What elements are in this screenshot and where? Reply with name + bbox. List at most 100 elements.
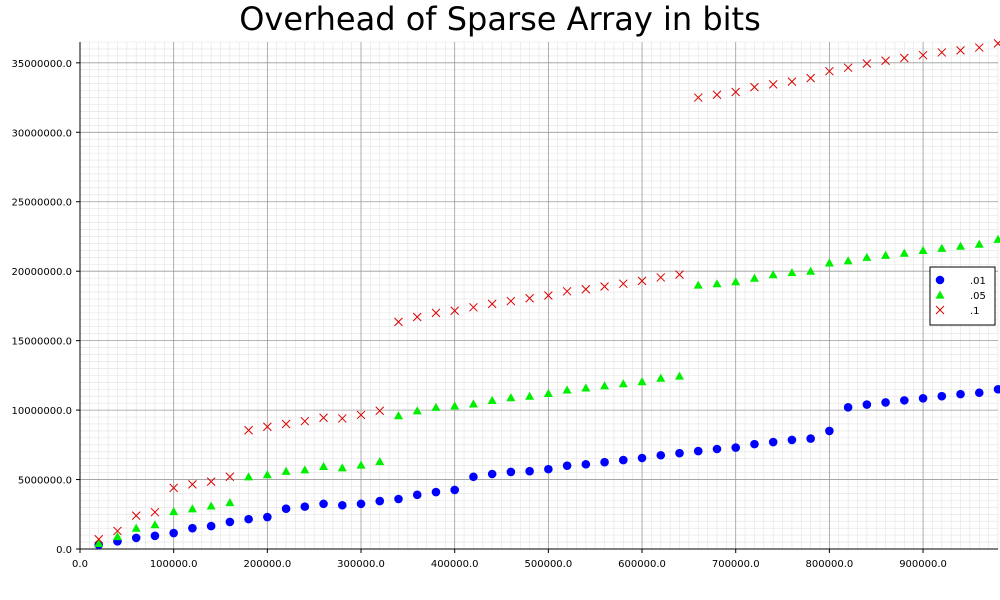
data-point-series-1 [112, 531, 122, 541]
data-point-series-1 [675, 371, 685, 380]
data-point-series-1 [918, 245, 928, 254]
x-tick-label: 400000.0 [431, 559, 479, 570]
data-point-series-1 [94, 538, 104, 548]
data-point-series-1 [187, 504, 197, 513]
data-point-series-1 [487, 395, 497, 404]
data-point-series-2 [525, 293, 534, 303]
data-point-series-1 [806, 266, 816, 275]
y-tick-label: 35000000.0 [12, 59, 72, 70]
data-point-series-2 [806, 73, 816, 83]
data-point-series-2 [825, 66, 834, 76]
data-point-series-2 [300, 416, 310, 426]
x-axis-ticks: 0.0 100000.0 200000.0 300000.0 400000.0 50000… [72, 559, 947, 570]
y-tick-label: 30000000.0 [12, 128, 72, 139]
data-point-series-1 [300, 465, 310, 474]
data-point-series-2 [956, 45, 965, 55]
data-point-series-2 [150, 507, 160, 517]
data-point-series-0 [225, 517, 235, 527]
data-point-series-1 [731, 277, 741, 286]
data-point-series-1 [319, 461, 329, 470]
data-point-series-1 [974, 239, 984, 248]
data-point-series-1 [431, 402, 441, 411]
data-point-series-1 [225, 497, 235, 507]
y-tick-label: 5000000.0 [18, 476, 72, 487]
data-point-series-2 [431, 308, 441, 318]
data-point-series-1 [393, 411, 403, 420]
data-point-series-0 [600, 457, 609, 467]
data-point-series-2 [750, 82, 759, 92]
data-point-series-2 [600, 282, 609, 291]
data-point-series-2 [469, 302, 478, 312]
data-point-series-0 [544, 464, 553, 474]
legend-label: .01 [970, 276, 986, 287]
data-point-series-0 [787, 435, 797, 445]
data-point-series-1 [881, 250, 891, 259]
data-point-series-1 [525, 391, 535, 400]
data-point-series-0 [825, 426, 834, 436]
data-point-series-0 [375, 496, 385, 506]
data-point-series-2 [319, 413, 328, 423]
data-point-series-1 [581, 383, 591, 392]
data-point-series-1 [450, 401, 460, 410]
data-point-series-1 [206, 501, 216, 510]
major-grid [80, 42, 998, 549]
data-point-series-2 [94, 534, 104, 544]
data-point-series-0 [937, 391, 947, 401]
data-point-series-2 [113, 526, 122, 536]
data-point-series-1 [824, 258, 834, 267]
data-point-series-1 [768, 270, 778, 279]
data-point-series-0 [750, 439, 759, 449]
data-point-series-0 [675, 448, 684, 458]
data-point-series-2 [731, 87, 741, 97]
data-point-series-2 [862, 59, 872, 68]
data-point-series-2 [693, 93, 703, 102]
data-point-series-1 [656, 373, 666, 382]
data-point-series-2 [375, 406, 385, 416]
data-point-series-2 [581, 284, 591, 294]
data-point-series-1 [956, 241, 966, 250]
data-point-series-0 [206, 521, 216, 531]
data-point-series-0 [263, 512, 272, 522]
data-point-series-2 [188, 480, 197, 489]
data-point-series-1 [693, 280, 703, 289]
data-point-series-2 [881, 56, 890, 66]
data-point-series-2 [337, 414, 347, 423]
data-point-series-0 [619, 455, 628, 465]
data-point-series-0 [356, 499, 366, 509]
data-point-series-0 [731, 443, 741, 452]
y-axis-ticks: 0.0 5000000.0 10000000.0 15000000.0 20000000… [12, 59, 72, 556]
data-point-series-0 [637, 453, 647, 463]
legend-marker [935, 290, 945, 299]
data-point-series-2 [993, 39, 1000, 48]
data-point-series-1 [412, 406, 422, 415]
data-point-series-1 [937, 243, 947, 252]
data-point-series-1 [899, 248, 909, 257]
data-point-series-2 [450, 306, 460, 316]
data-point-series-1 [749, 273, 759, 282]
x-tick-label: 600000.0 [618, 559, 666, 570]
data-point-series-2 [262, 422, 272, 432]
data-point-series-0 [169, 528, 178, 538]
data-point-series-2 [712, 90, 722, 100]
legend-marker [935, 305, 945, 315]
data-point-series-0 [768, 437, 778, 447]
data-point-series-2 [843, 63, 853, 73]
data-point-series-1 [506, 393, 516, 402]
y-tick-label: 25000000.0 [12, 198, 72, 209]
data-point-series-1 [337, 463, 347, 472]
data-point-series-0 [900, 396, 909, 405]
data-point-series-1 [600, 381, 610, 390]
data-point-series-0 [843, 403, 853, 412]
data-point-series-1 [169, 506, 179, 516]
data-point-series-0 [487, 469, 497, 479]
data-point-series-0 [150, 531, 160, 541]
data-point-series-2 [356, 410, 366, 420]
data-point-series-2 [131, 511, 141, 521]
data-point-series-0 [993, 384, 1000, 394]
data-point-series-1 [562, 385, 572, 394]
x-tick-label: 800000.0 [806, 559, 854, 570]
data-point-series-0 [188, 523, 197, 533]
data-point-series-2 [206, 477, 216, 486]
x-tick-label: 200000.0 [243, 559, 291, 570]
